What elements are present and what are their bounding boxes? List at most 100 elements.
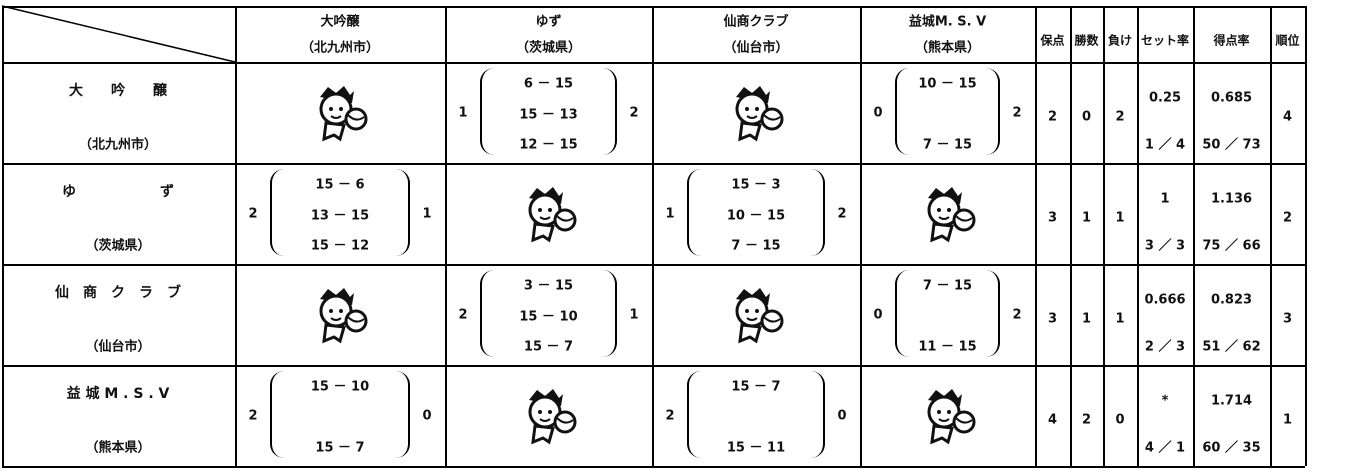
set-score: 7 － 15 <box>731 238 781 254</box>
stat-losses: 2 <box>1115 109 1125 124</box>
set-score: 15 － 6 <box>315 177 365 193</box>
set-score: 10 － 15 <box>918 76 977 92</box>
sets-lost: 2 <box>837 206 847 221</box>
mascot-icon <box>319 85 368 141</box>
grid-line <box>2 264 1305 266</box>
mascot <box>724 285 788 349</box>
score-bracket <box>480 270 617 357</box>
set-rate: 1 <box>1160 191 1170 207</box>
stat-wins: 1 <box>1081 311 1092 326</box>
row-place: （熊本県） <box>85 440 151 456</box>
sets-won: 2 <box>458 307 468 322</box>
sets-won: 2 <box>248 206 258 221</box>
stat-header: 順位 <box>1275 33 1300 48</box>
grid-line <box>860 6 862 466</box>
column-place: （仙台市） <box>723 40 789 56</box>
score-fraction: 75 ／ 66 <box>1202 238 1261 254</box>
sets-lost: 2 <box>629 105 639 120</box>
mascot <box>916 386 980 450</box>
set-rate: * <box>1161 393 1169 409</box>
set-fraction: 4 ／ 1 <box>1144 440 1186 456</box>
grid-line <box>445 6 447 466</box>
mascot-icon <box>735 287 784 343</box>
score-bracket <box>687 371 825 458</box>
set-score: 15 － 7 <box>523 339 574 355</box>
row-name: 大 吟 醸 <box>69 83 167 99</box>
score-bracket <box>270 371 410 458</box>
row-name: ゆ ず <box>62 184 174 200</box>
mascot-icon <box>927 388 975 444</box>
stat-header: セット率 <box>1140 33 1190 48</box>
mascot-icon <box>927 186 975 242</box>
column-place: （北九州市） <box>300 40 380 56</box>
set-score: 15 － 3 <box>731 177 781 193</box>
stat-header: 勝数 <box>1074 33 1099 48</box>
grid-line <box>235 6 237 466</box>
row-place: （茨城県） <box>85 238 151 254</box>
sets-won: 1 <box>665 206 675 221</box>
stat-header: 負け <box>1107 33 1133 48</box>
stat-wins: 0 <box>1081 109 1092 124</box>
column-place: （茨城県） <box>515 40 582 56</box>
sets-lost: 1 <box>629 307 639 322</box>
score-bracket <box>895 270 1000 357</box>
mascot <box>916 184 980 248</box>
sets-won: 2 <box>665 408 675 423</box>
score-fraction: 50 ／ 73 <box>1202 137 1261 153</box>
grid-line <box>2 365 1305 367</box>
sets-lost: 0 <box>837 408 847 423</box>
grid-line <box>1137 6 1139 466</box>
sets-lost: 0 <box>422 408 432 423</box>
stat-losses: 1 <box>1115 210 1125 225</box>
score-fraction: 60 ／ 35 <box>1202 440 1261 456</box>
row-place: （北九州市） <box>78 137 158 153</box>
set-score: 15 － 13 <box>519 107 578 122</box>
set-score: 13 － 15 <box>310 208 370 223</box>
score-bracket <box>270 169 410 256</box>
score-bracket <box>480 68 617 155</box>
stat-points: 4 <box>1047 412 1058 427</box>
grid-line <box>1070 6 1072 466</box>
score-rate: 0.823 <box>1210 292 1253 308</box>
set-score: 6 － 15 <box>523 76 574 92</box>
grid-line <box>652 6 654 466</box>
sets-won: 0 <box>873 105 883 120</box>
column-name: ゆず <box>535 14 562 30</box>
mascot <box>517 386 581 450</box>
set-score: 15 － 7 <box>731 379 781 395</box>
stat-header: 得点率 <box>1213 33 1250 48</box>
column-name: 大吟醸 <box>320 14 360 30</box>
stat-wins: 1 <box>1081 210 1092 225</box>
set-rate: 0.25 <box>1148 90 1182 106</box>
sets-won: 0 <box>873 307 883 322</box>
grid-line <box>2 6 1305 8</box>
row-name: 仙 商 ク ラ ブ <box>55 285 181 301</box>
set-score: 15 － 12 <box>310 238 370 254</box>
score-bracket <box>687 169 825 256</box>
grid-line <box>2 6 4 466</box>
mascot <box>308 285 372 349</box>
stat-points: 2 <box>1047 109 1058 124</box>
mascot-icon <box>319 287 368 343</box>
sets-lost: 2 <box>1012 307 1022 322</box>
mascot <box>724 83 788 147</box>
set-score: 15 － 10 <box>519 309 578 324</box>
set-fraction: 3 ／ 3 <box>1144 238 1186 254</box>
set-fraction: 1 ／ 4 <box>1144 137 1186 153</box>
set-score: 15 － 11 <box>726 440 786 456</box>
set-score: 12 － 15 <box>519 137 578 153</box>
sets-lost: 1 <box>422 206 432 221</box>
set-rate: 0.666 <box>1144 292 1186 308</box>
grid-line <box>2 62 1305 64</box>
grid-line <box>1035 6 1037 466</box>
set-score: 7 － 15 <box>922 278 973 294</box>
stat-losses: 0 <box>1115 412 1125 427</box>
stat-wins: 2 <box>1081 412 1092 427</box>
grid-line <box>2 163 1305 165</box>
row-name: 益 城 M . S . V <box>66 386 170 402</box>
set-score: 3 － 15 <box>523 278 574 294</box>
set-score: 15 － 7 <box>315 440 365 456</box>
mascot-icon <box>528 186 576 242</box>
score-rate: 1.714 <box>1210 393 1253 409</box>
